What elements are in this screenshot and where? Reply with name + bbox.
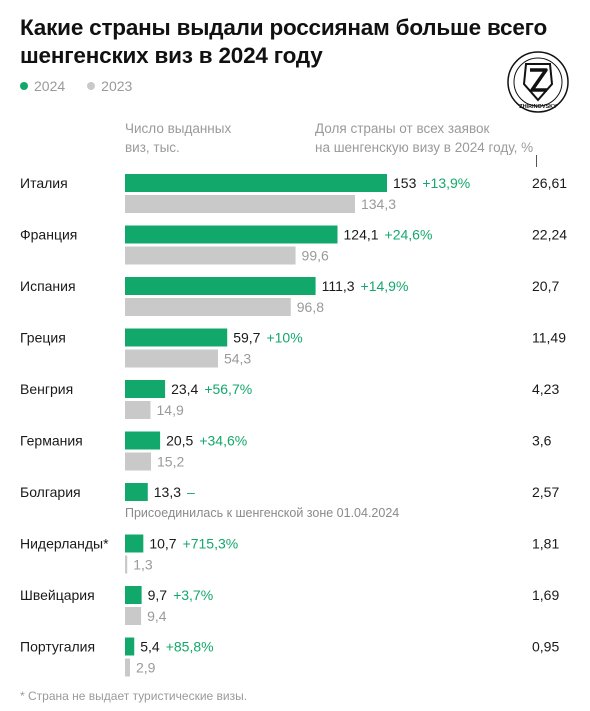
bar-2024 (125, 328, 228, 347)
share-header-line-1: Доля страны от всех заявок (315, 121, 490, 136)
legend-item-2023: 2023 (87, 78, 132, 94)
bar-2024 (125, 586, 142, 604)
z-shield-emblem-icon: ZHIRINOVSKY (507, 51, 569, 113)
value-label-2023: 134,3 (361, 196, 396, 212)
bar-2023 (125, 555, 128, 574)
value-label-2024: 13,3 (154, 484, 181, 500)
share-value: 2,57 (532, 484, 559, 500)
value-label-2023: 2,9 (136, 660, 156, 676)
bar-2024 (125, 277, 316, 295)
value-label-2023: 99,6 (302, 248, 329, 264)
share-value: 1,69 (532, 587, 559, 603)
country-label: Португалия (20, 639, 95, 655)
country-label: Германия (20, 433, 83, 449)
value-label-2023: 15,2 (157, 454, 184, 470)
change-label: +34,6% (199, 433, 247, 449)
legend-label-2024: 2024 (34, 78, 66, 94)
bar-2023 (125, 452, 152, 471)
value-label-2023: 54,3 (224, 351, 251, 367)
country-label: Испания (20, 278, 76, 294)
svg-text:ZHIRINOVSKY: ZHIRINOVSKY (519, 104, 557, 110)
bar-2023 (125, 349, 218, 368)
share-value: 3,6 (532, 433, 552, 449)
bar-2024 (125, 174, 387, 192)
value-label-2024: 20,5 (166, 433, 193, 449)
footnote: * Страна не выдает туристические визы. (20, 689, 248, 703)
bar-2024 (125, 225, 338, 244)
country-label: Швейцария (20, 587, 95, 603)
counts-header-line-2: виз, тыс. (125, 140, 180, 155)
value-label-2023: 9,4 (147, 608, 167, 624)
bar-2024 (125, 483, 148, 501)
share-value: 4,23 (532, 381, 559, 397)
country-label: Италия (20, 175, 68, 191)
share-column-header: Доля страны от всех заявок на шенгенскую… (315, 119, 585, 157)
value-label-2024: 23,4 (171, 381, 198, 397)
counts-header-line-1: Число выданных (125, 121, 232, 136)
share-value: 20,7 (532, 278, 559, 294)
value-label-2024: 10,7 (149, 536, 176, 552)
share-value: 0,95 (532, 639, 559, 655)
value-label-2024: 124,1 (344, 227, 379, 243)
value-label-2024: 111,3 (322, 278, 355, 294)
share-header-line-2: на шенгенскую визу в 2024 году, % (315, 140, 534, 155)
change-label: +56,7% (204, 381, 252, 397)
share-value: 1,81 (532, 536, 559, 552)
value-label-2023: 1,3 (133, 557, 153, 573)
change-label: +13,9% (422, 175, 470, 191)
bar-2023 (125, 401, 151, 419)
bar-2023 (125, 658, 130, 677)
change-label: +715,3% (183, 536, 239, 552)
value-label-2023: 14,9 (157, 402, 184, 418)
bar-2023 (125, 246, 296, 265)
bar-2023 (125, 607, 142, 625)
country-label: Венгрия (20, 381, 73, 397)
change-label: +14,9% (361, 278, 409, 294)
value-label-2024: 9,7 (148, 587, 168, 603)
share-column-tick (536, 155, 537, 167)
share-value: 11,49 (532, 330, 566, 346)
country-label: Греция (20, 330, 66, 346)
legend-item-2024: 2024 (20, 78, 65, 94)
share-value: 22,24 (532, 227, 567, 243)
bar-2024 (125, 380, 166, 398)
legend-label-2023: 2023 (101, 78, 133, 94)
change-label: +3,7% (173, 587, 213, 603)
change-label: – (187, 484, 195, 500)
legend-dot-2024 (20, 82, 28, 90)
value-label-2024: 5,4 (140, 639, 160, 655)
value-label-2024: 59,7 (233, 330, 260, 346)
country-label: Болгария (20, 484, 81, 500)
change-label: +10% (266, 330, 302, 346)
country-label: Франция (20, 227, 77, 243)
bar-2023 (125, 298, 291, 316)
change-label: +85,8% (166, 639, 214, 655)
bar-2024 (125, 431, 161, 450)
value-label-2024: 153 (393, 175, 417, 191)
change-label: +24,6% (385, 227, 433, 243)
bar-2023 (125, 195, 355, 213)
row-note: Присоединилась к шенгенской зоне 01.04.2… (125, 506, 399, 520)
counts-column-header: Число выданных виз, тыс. (125, 119, 295, 157)
legend: 2024 2023 (20, 78, 132, 94)
legend-dot-2023 (87, 82, 96, 90)
chart-title: Какие страны выдали россиянам больше все… (20, 15, 548, 68)
share-value: 26,61 (532, 175, 567, 191)
bar-2024 (125, 637, 135, 656)
country-label: Нидерланды* (20, 536, 109, 552)
bar-2024 (125, 534, 144, 553)
value-label-2023: 96,8 (297, 299, 324, 315)
